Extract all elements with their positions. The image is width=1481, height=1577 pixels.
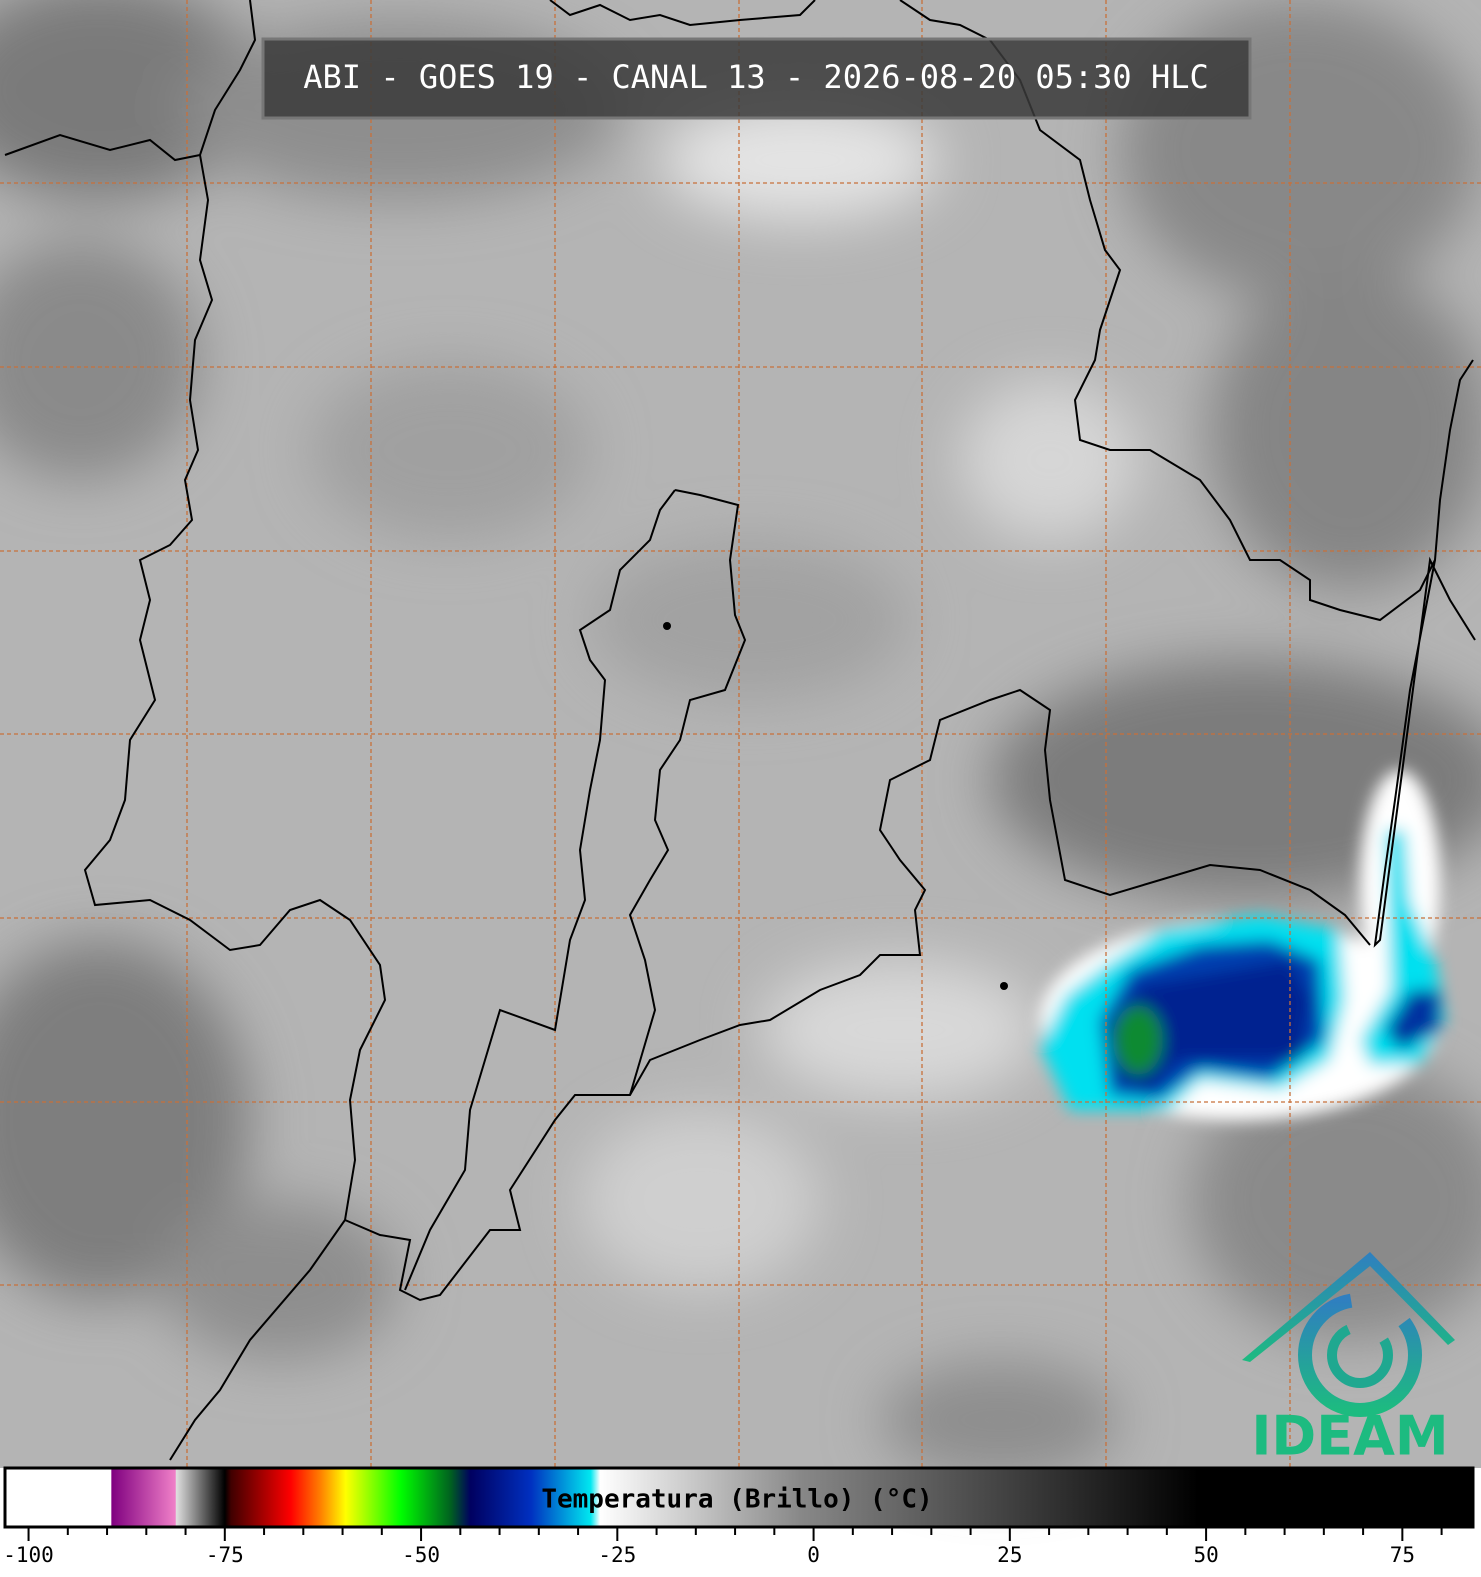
colorbar-tick-label: 25 [997, 1543, 1022, 1567]
title-box: ABI - GOES 19 - CANAL 13 - 2026-08-20 05… [261, 37, 1252, 120]
colorbar-ramp [3, 1466, 1475, 1529]
convective-storm [1040, 770, 1445, 1120]
title: ABI - GOES 19 - CANAL 13 - 2026-08-20 05… [303, 58, 1208, 96]
cloud-field [0, 0, 1481, 1480]
colorbar-tick-label: 75 [1390, 1543, 1415, 1567]
colorbar-tick-label: 0 [807, 1543, 820, 1567]
colorbar-tick-label: -100 [3, 1543, 54, 1567]
colorbar-tick-label: 50 [1193, 1543, 1218, 1567]
colorbar-tick-label: -50 [402, 1543, 440, 1567]
grid [0, 0, 1481, 1468]
logo-swirl-inner [1327, 1322, 1393, 1388]
logo-swirl [1298, 1293, 1422, 1417]
borders [4, 0, 1476, 1461]
title-background [261, 37, 1252, 120]
logo: IDEAM [1242, 1252, 1455, 1468]
logo-text: IDEAM [1251, 1405, 1448, 1468]
colorbar-tick-label: -25 [598, 1543, 636, 1567]
colorbar-label: Temperatura (Brillo) (°C) [541, 1485, 932, 1515]
colorbar: Temperatura (Brillo) (°C) -100 -75 -50 -25 0 2… [3, 1466, 1475, 1567]
colorbar-tick-label: -75 [206, 1543, 244, 1567]
logo-roof [1242, 1252, 1455, 1362]
